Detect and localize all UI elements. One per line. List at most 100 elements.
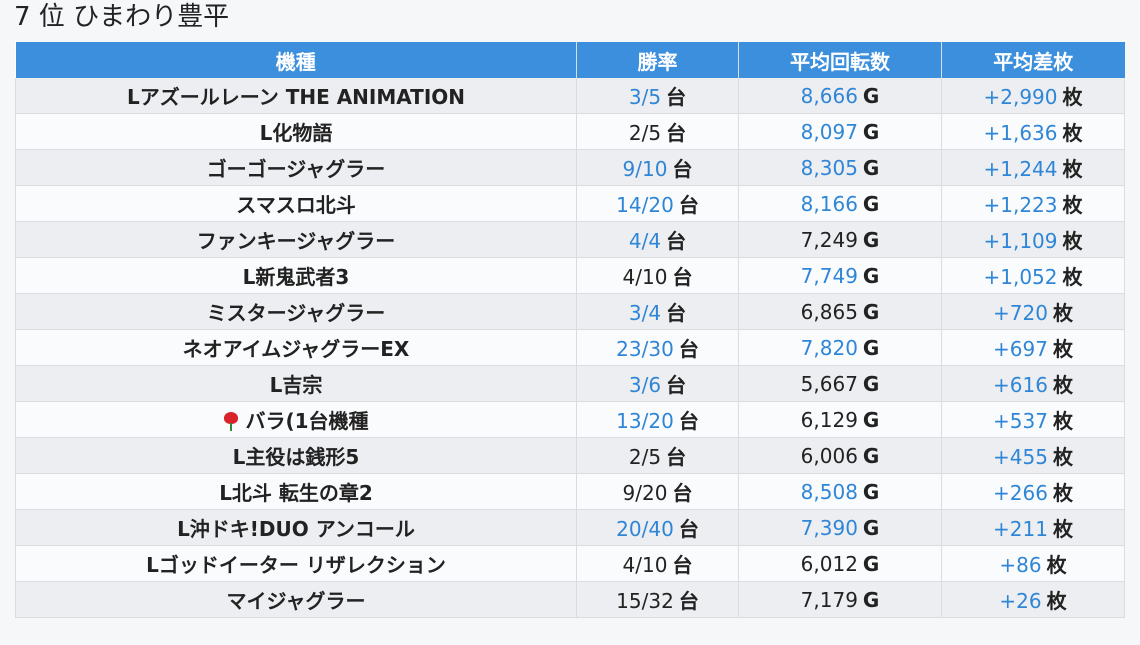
win-rate-value: 15/32	[616, 589, 674, 613]
avg-diff-cell: +720 枚	[941, 293, 1125, 330]
model-name[interactable]: ファンキージャグラー	[196, 229, 396, 253]
model-name[interactable]: ゴーゴージャグラー	[206, 157, 386, 181]
avg-diff-cell: +455 枚	[941, 437, 1125, 474]
avg-diff-cell: +266 枚	[941, 473, 1125, 510]
win-rate-value: 2/5	[628, 445, 662, 469]
unit-dai: 台	[678, 193, 699, 217]
win-rate-cell: 13/20 台	[576, 401, 739, 438]
model-cell: L化物語	[15, 113, 577, 150]
avg-diff-value: +720	[993, 301, 1048, 325]
unit-g: G	[862, 191, 880, 216]
avg-spins-cell: 6,865 G	[738, 293, 942, 330]
header-avg-spins[interactable]: 平均回転数	[738, 42, 942, 78]
unit-mai: 枚	[1052, 481, 1073, 505]
unit-dai: 台	[678, 337, 699, 361]
avg-spins-cell: 5,667 G	[738, 365, 942, 402]
header-model[interactable]: 機種	[15, 42, 577, 78]
table-row: バラ(1台機種 13/20 台 6,129 G +537 枚	[15, 401, 1125, 438]
model-name[interactable]: L化物語	[259, 121, 333, 145]
unit-mai: 枚	[1062, 193, 1083, 217]
win-rate-cell: 2/5 台	[576, 437, 739, 474]
unit-g: G	[862, 335, 880, 360]
model-name[interactable]: L吉宗	[269, 373, 323, 397]
avg-diff-value: +455	[993, 445, 1048, 469]
header-avg-diff[interactable]: 平均差枚	[941, 42, 1125, 78]
avg-diff-value: +1,636	[983, 121, 1058, 145]
win-rate-value: 13/20	[616, 409, 674, 433]
avg-diff-cell: +1,244 枚	[941, 149, 1125, 186]
model-cell: Lアズールレーン THE ANIMATION	[15, 78, 577, 114]
avg-diff-cell: +1,109 枚	[941, 221, 1125, 258]
table-row: L沖ドキ!DUO アンコール 20/40 台 7,390 G +211 枚	[15, 509, 1125, 546]
win-rate-cell: 20/40 台	[576, 509, 739, 546]
model-cell: L新鬼武者3	[15, 257, 577, 294]
avg-spins-cell: 7,820 G	[738, 329, 942, 366]
model-name[interactable]: スマスロ北斗	[236, 193, 356, 217]
avg-spins-value: 6,129	[800, 407, 858, 432]
avg-diff-cell: +211 枚	[941, 509, 1125, 546]
avg-diff-cell: +26 枚	[941, 581, 1125, 618]
avg-spins-cell: 7,390 G	[738, 509, 942, 546]
unit-dai: 台	[666, 85, 687, 109]
header-win-rate[interactable]: 勝率	[576, 42, 739, 78]
avg-diff-cell: +86 枚	[941, 545, 1125, 582]
model-cell: ミスタージャグラー	[15, 293, 577, 330]
unit-dai: 台	[666, 121, 687, 145]
avg-spins-cell: 8,305 G	[738, 149, 942, 186]
model-name[interactable]: L新鬼武者3	[242, 265, 350, 289]
avg-spins-value: 6,012	[800, 551, 858, 576]
table-row: マイジャグラー 15/32 台 7,179 G +26 枚	[15, 581, 1125, 618]
avg-spins-value: 7,249	[800, 227, 858, 252]
model-name[interactable]: L沖ドキ!DUO アンコール	[177, 517, 415, 541]
model-cell: ファンキージャグラー	[15, 221, 577, 258]
table-header-row: 機種 勝率 平均回転数 平均差枚	[15, 42, 1125, 78]
unit-g: G	[862, 479, 880, 504]
avg-diff-cell: +616 枚	[941, 365, 1125, 402]
avg-diff-value: +1,244	[983, 157, 1058, 181]
avg-diff-cell: +1,223 枚	[941, 185, 1125, 222]
win-rate-cell: 4/10 台	[576, 257, 739, 294]
avg-spins-value: 7,820	[800, 335, 858, 360]
win-rate-value: 4/10	[622, 553, 668, 577]
model-name[interactable]: Lアズールレーン THE ANIMATION	[126, 85, 466, 109]
unit-g: G	[862, 443, 880, 468]
table-row: L化物語 2/5 台 8,097 G +1,636 枚	[15, 113, 1125, 150]
avg-diff-value: +697	[993, 337, 1048, 361]
model-name[interactable]: マイジャグラー	[226, 589, 366, 613]
unit-mai: 枚	[1052, 301, 1073, 325]
avg-spins-cell: 6,012 G	[738, 545, 942, 582]
avg-spins-cell: 7,249 G	[738, 221, 942, 258]
unit-mai: 枚	[1052, 517, 1073, 541]
model-cell: L沖ドキ!DUO アンコール	[15, 509, 577, 546]
win-rate-cell: 23/30 台	[576, 329, 739, 366]
unit-g: G	[862, 299, 880, 324]
stats-table-container: 機種 勝率 平均回転数 平均差枚 Lアズールレーン THE ANIMATION 3…	[15, 42, 1125, 618]
unit-dai: 台	[666, 445, 687, 469]
unit-mai: 枚	[1062, 85, 1083, 109]
avg-diff-cell: +1,636 枚	[941, 113, 1125, 150]
unit-g: G	[862, 515, 880, 540]
avg-diff-value: +1,109	[983, 229, 1058, 253]
win-rate-value: 3/4	[628, 301, 662, 325]
model-name[interactable]: L北斗 転生の章2	[219, 481, 373, 505]
model-name[interactable]: Lゴッドイーター リザレクション	[146, 553, 446, 577]
model-name[interactable]: L主役は銭形5	[232, 445, 360, 469]
win-rate-cell: 3/6 台	[576, 365, 739, 402]
model-cell: L北斗 転生の章2	[15, 473, 577, 510]
win-rate-value: 4/10	[622, 265, 668, 289]
model-name[interactable]: ネオアイムジャグラーEX	[182, 337, 410, 361]
unit-dai: 台	[678, 409, 699, 433]
unit-g: G	[862, 155, 880, 180]
avg-spins-value: 8,097	[800, 119, 858, 144]
unit-dai: 台	[666, 373, 687, 397]
avg-spins-cell: 8,097 G	[738, 113, 942, 150]
avg-diff-value: +1,223	[983, 193, 1058, 217]
model-name[interactable]: ミスタージャグラー	[206, 301, 386, 325]
unit-dai: 台	[666, 229, 687, 253]
avg-diff-value: +616	[993, 373, 1048, 397]
table-row: ネオアイムジャグラーEX 23/30 台 7,820 G +697 枚	[15, 329, 1125, 366]
win-rate-value: 9/20	[622, 481, 668, 505]
avg-spins-value: 8,166	[800, 191, 858, 216]
unit-mai: 枚	[1062, 265, 1083, 289]
model-name[interactable]: バラ(1台機種	[245, 409, 369, 433]
